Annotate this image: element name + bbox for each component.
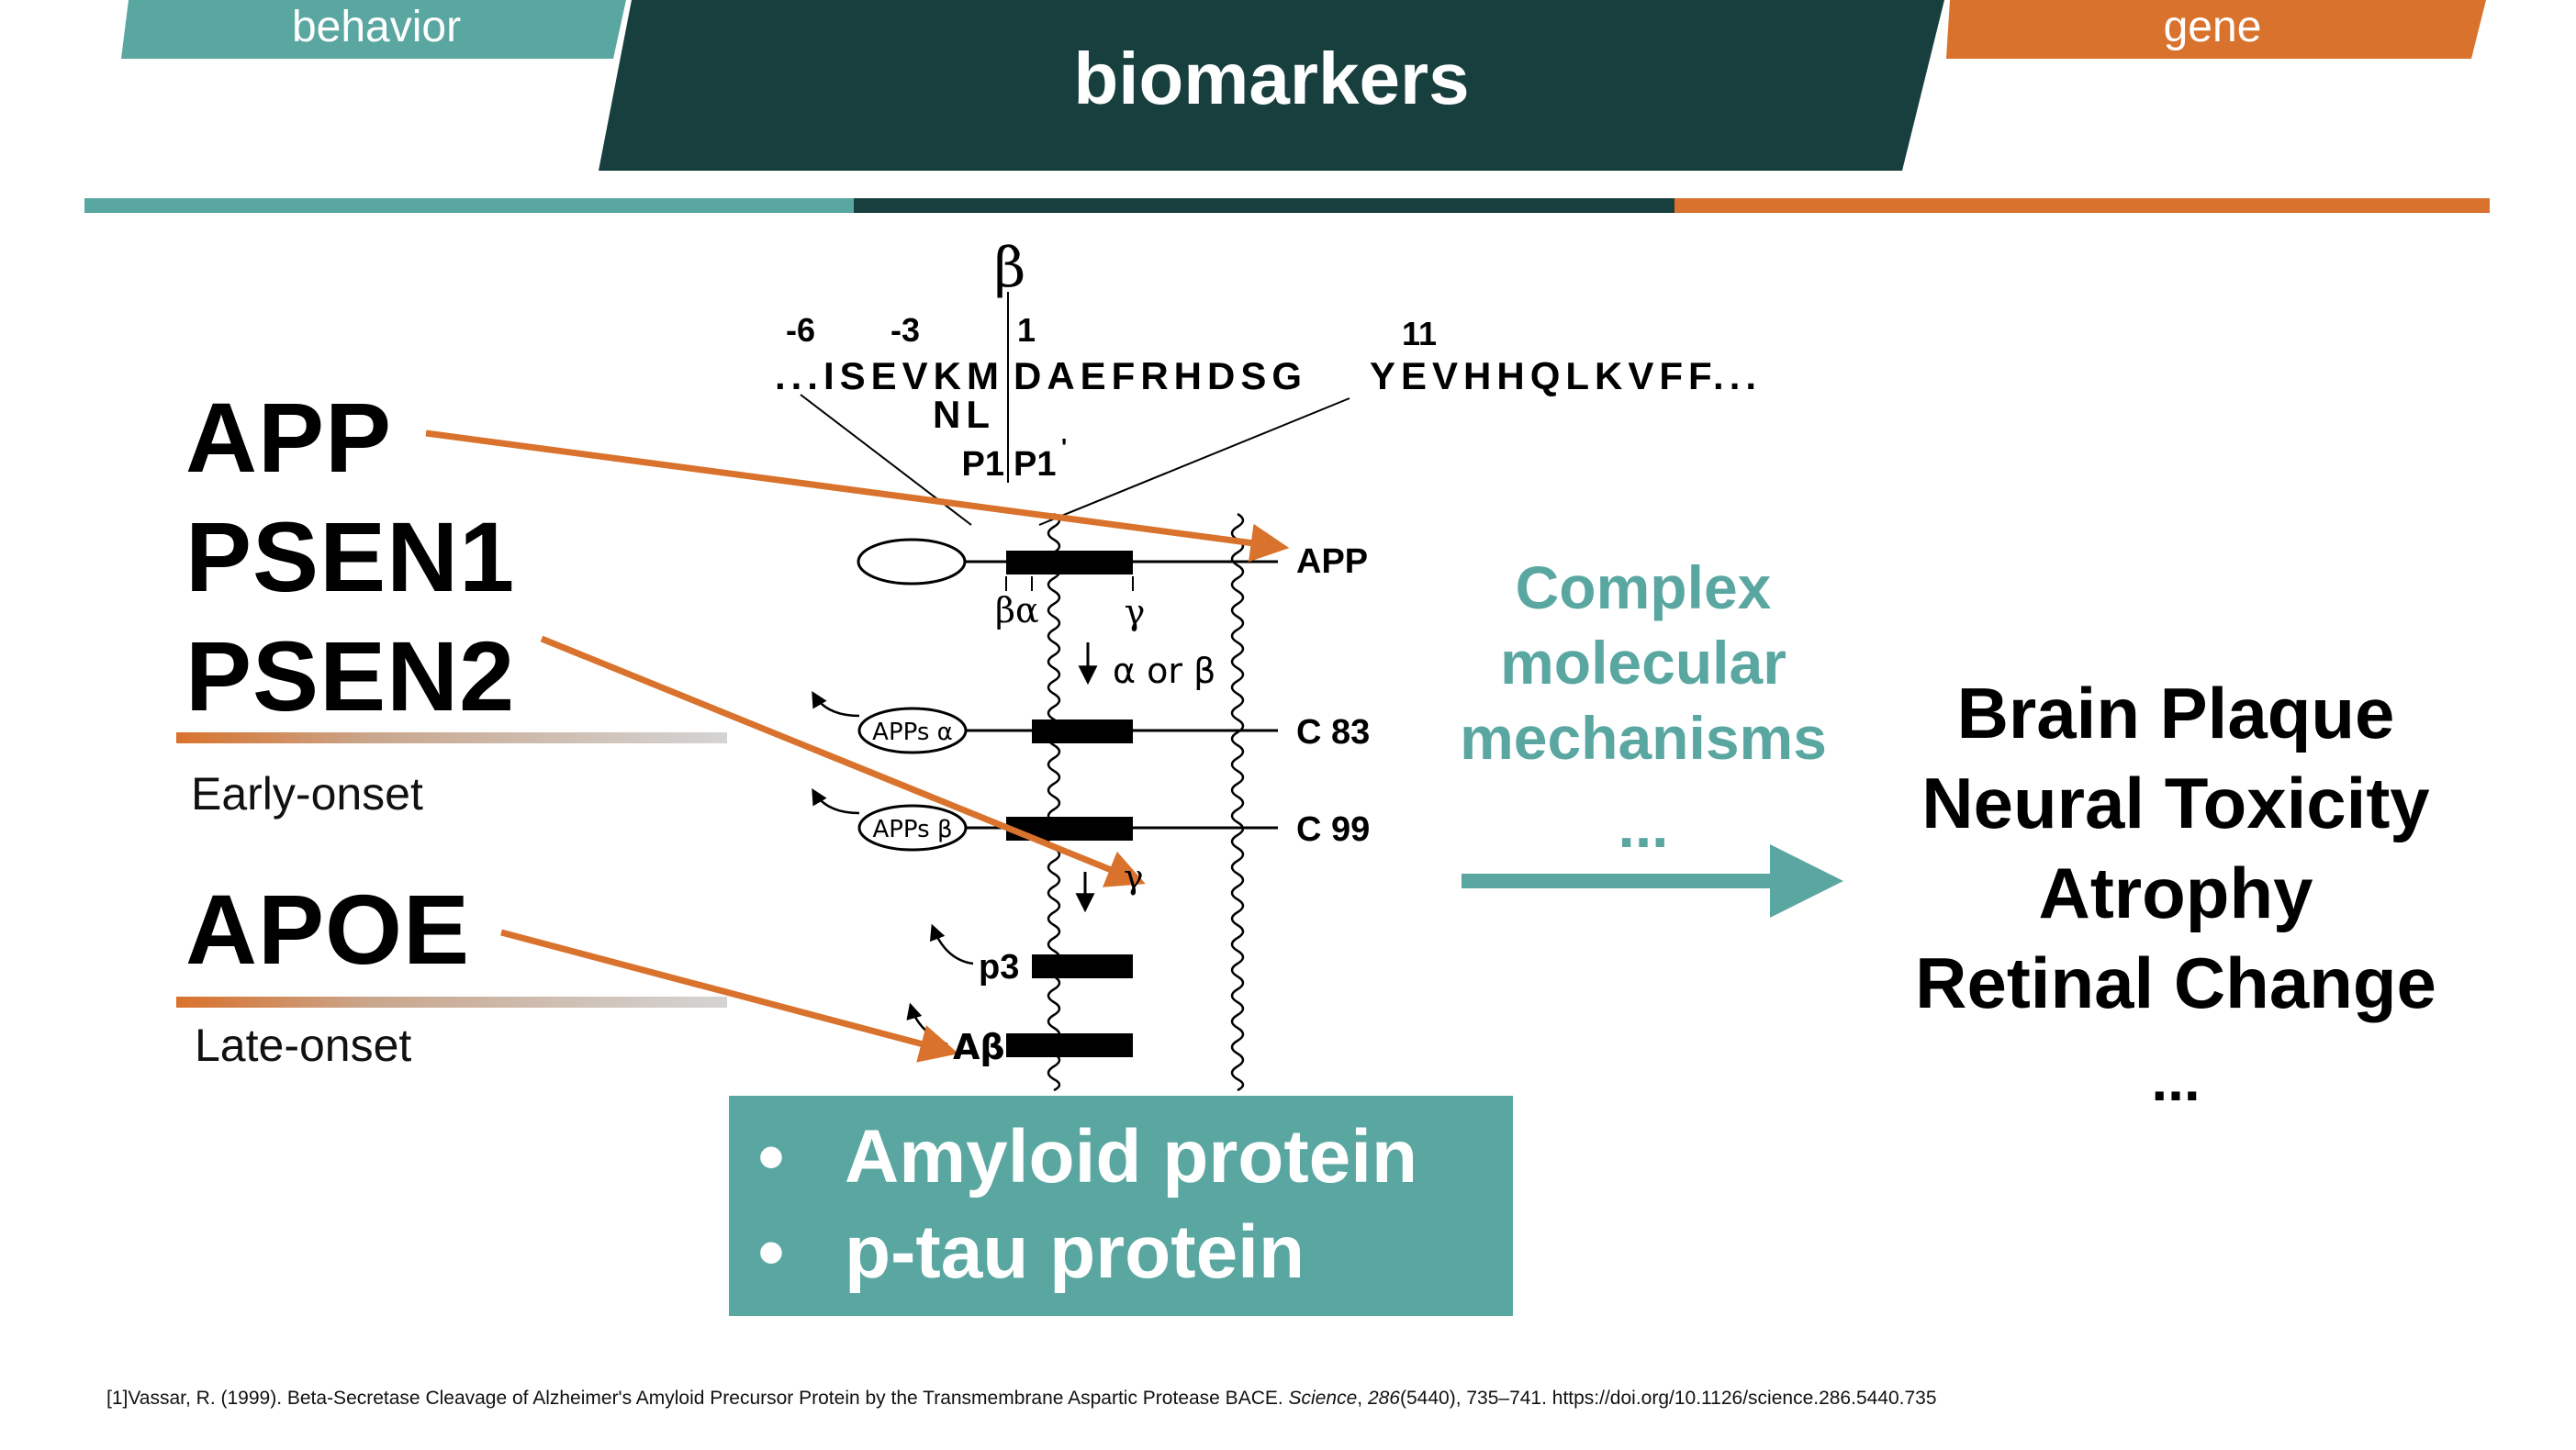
mechanisms-ellipsis: ... <box>1618 792 1669 860</box>
divider-dark <box>854 198 1674 213</box>
apoe-arrow <box>500 929 959 1063</box>
p3-label: p3 <box>979 948 1019 987</box>
divider-orange <box>1674 198 2490 213</box>
citation-prefix: [1]Vassar, R. (1999). Beta-Secretase Cle… <box>106 1388 1289 1409</box>
citation-sep: , <box>1357 1388 1368 1409</box>
app-abeta-region <box>1006 551 1133 574</box>
protein-ptau-label: p-tau protein <box>845 1210 1305 1294</box>
app-ectodomain <box>857 538 967 586</box>
header-shapes <box>84 0 2490 213</box>
beta-symbol: β <box>994 236 1026 300</box>
tab-biomarkers-shape[interactable] <box>599 0 1944 171</box>
tab-behavior-label[interactable]: behavior <box>291 3 462 51</box>
sequence-left: ...ISEVKM <box>775 354 1004 397</box>
pos-1: 1 <box>1017 311 1036 349</box>
late-onset-label: Late-onset <box>195 1020 412 1071</box>
p1-label: P1 <box>962 445 1004 484</box>
page-title: biomarkers <box>1073 38 1470 119</box>
sequence-middle: DAEFRHDSG <box>1014 354 1307 397</box>
gene-apoe: APOE <box>185 874 471 985</box>
gene-psen1: PSEN1 <box>185 501 516 612</box>
citation-journal: Science <box>1288 1388 1358 1409</box>
apps-alpha-label: APPs α <box>872 719 953 746</box>
psen2-arrow <box>540 635 1146 887</box>
citation-volume: 286 <box>1367 1388 1400 1409</box>
c83-region <box>1032 719 1133 743</box>
mechanisms-line-2: molecular <box>1500 629 1786 697</box>
divider-teal <box>84 198 854 213</box>
apps-alpha-arrow <box>812 690 860 718</box>
tab-gene-label[interactable]: gene <box>2163 3 2262 51</box>
pos-11: 11 <box>1402 315 1437 352</box>
p3-arrow <box>929 923 974 965</box>
c99-label: C 99 <box>1296 810 1370 849</box>
alpha-or-beta-label: α or β <box>1113 651 1215 691</box>
bullet: • <box>757 1115 785 1199</box>
c83-label: C 83 <box>1296 713 1370 752</box>
citation-rest: (5440), 735–741. https://doi.org/10.1126… <box>1399 1388 1937 1409</box>
membrane-left <box>1047 512 1061 1092</box>
p1-prime-label: P1 <box>1014 445 1056 484</box>
protein-box: • Amyloid protein • p-tau protein <box>729 1096 1513 1316</box>
early-onset-underline <box>176 732 727 743</box>
early-onset-label: Early-onset <box>191 768 423 820</box>
pos-minus6: -6 <box>786 311 815 349</box>
gene-app: APP <box>185 382 393 493</box>
bullet: • <box>757 1210 785 1294</box>
apps-beta-label: APPs β <box>872 816 952 843</box>
late-onset-underline <box>176 997 727 1008</box>
abeta-region <box>1006 1033 1133 1057</box>
outcomes-ellipsis: ... <box>2151 1047 2201 1113</box>
p1-prime-mark: ' <box>1061 433 1067 461</box>
p3-region <box>1032 954 1133 978</box>
gene-psen2: PSEN2 <box>185 620 516 731</box>
tab-behavior-shape[interactable] <box>121 0 626 59</box>
app-label: APP <box>1296 542 1368 581</box>
citation-footnote: [1]Vassar, R. (1999). Beta-Secretase Cle… <box>106 1388 1937 1410</box>
membrane-right <box>1230 512 1245 1092</box>
apps-beta-arrow <box>812 787 860 815</box>
funnel-line-right <box>1038 397 1350 526</box>
abeta-arrow <box>906 1002 948 1046</box>
tab-gene-shape[interactable] <box>1946 0 2486 59</box>
pos-minus3: -3 <box>890 311 920 349</box>
outcome-neural-toxicity: Neural Toxicity <box>1921 763 2430 843</box>
beta-alpha-label: βα <box>995 590 1039 630</box>
mechanisms-line-3: mechanisms <box>1460 704 1827 772</box>
mutation-nl: NL <box>933 393 995 436</box>
gamma-label: γ <box>1125 592 1146 632</box>
sequence-right: YEVHHQLKVFF... <box>1370 354 1762 397</box>
outcome-atrophy: Atrophy <box>2038 853 2313 933</box>
app-arrow <box>425 429 1290 563</box>
outcome-retinal-change: Retinal Change <box>1915 942 2436 1023</box>
outcome-brain-plaque: Brain Plaque <box>1956 673 2395 753</box>
gamma-label-2: γ <box>1124 859 1144 897</box>
abeta-label: Aβ <box>953 1027 1005 1067</box>
mechanisms-line-1: Complex <box>1515 553 1772 621</box>
protein-amyloid-label: Amyloid protein <box>845 1115 1418 1199</box>
